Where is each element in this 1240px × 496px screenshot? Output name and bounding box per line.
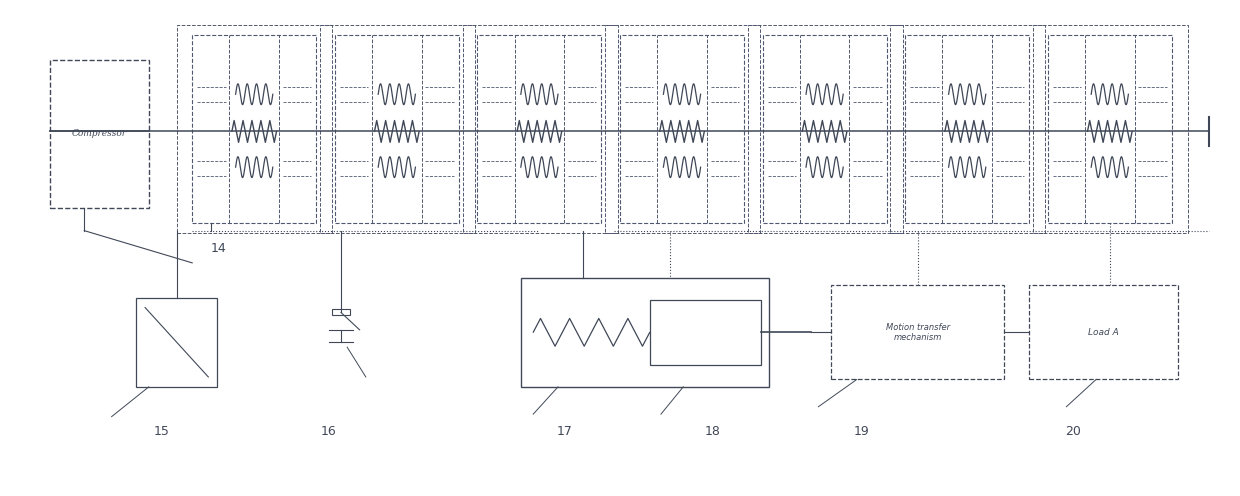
Bar	[650, 300, 761, 365]
Text: Load A: Load A	[1089, 328, 1118, 337]
Text: Compressor: Compressor	[72, 129, 126, 138]
Bar	[463, 25, 618, 233]
Bar	[890, 25, 1045, 233]
Text: 14: 14	[211, 242, 227, 254]
Bar	[335, 35, 459, 223]
Text: 19: 19	[854, 425, 869, 438]
Bar	[477, 35, 601, 223]
Text: 16: 16	[321, 425, 336, 438]
Text: Motion transfer
mechanism: Motion transfer mechanism	[885, 322, 950, 342]
Bar	[620, 35, 744, 223]
Bar	[831, 285, 1004, 379]
Bar	[50, 60, 149, 208]
Text: 17: 17	[557, 425, 572, 438]
Bar	[1029, 285, 1178, 379]
Bar	[905, 35, 1029, 223]
Text: 18: 18	[706, 425, 720, 438]
Bar	[763, 35, 887, 223]
Bar	[136, 298, 217, 387]
Bar	[192, 35, 316, 223]
Bar	[748, 25, 903, 233]
Bar	[1048, 35, 1172, 223]
Bar	[605, 25, 760, 233]
Bar	[332, 309, 350, 315]
Bar	[521, 278, 769, 387]
Bar	[320, 25, 475, 233]
Bar	[1033, 25, 1188, 233]
Text: 15: 15	[154, 425, 169, 438]
Bar	[177, 25, 332, 233]
Text: 20: 20	[1065, 425, 1080, 438]
